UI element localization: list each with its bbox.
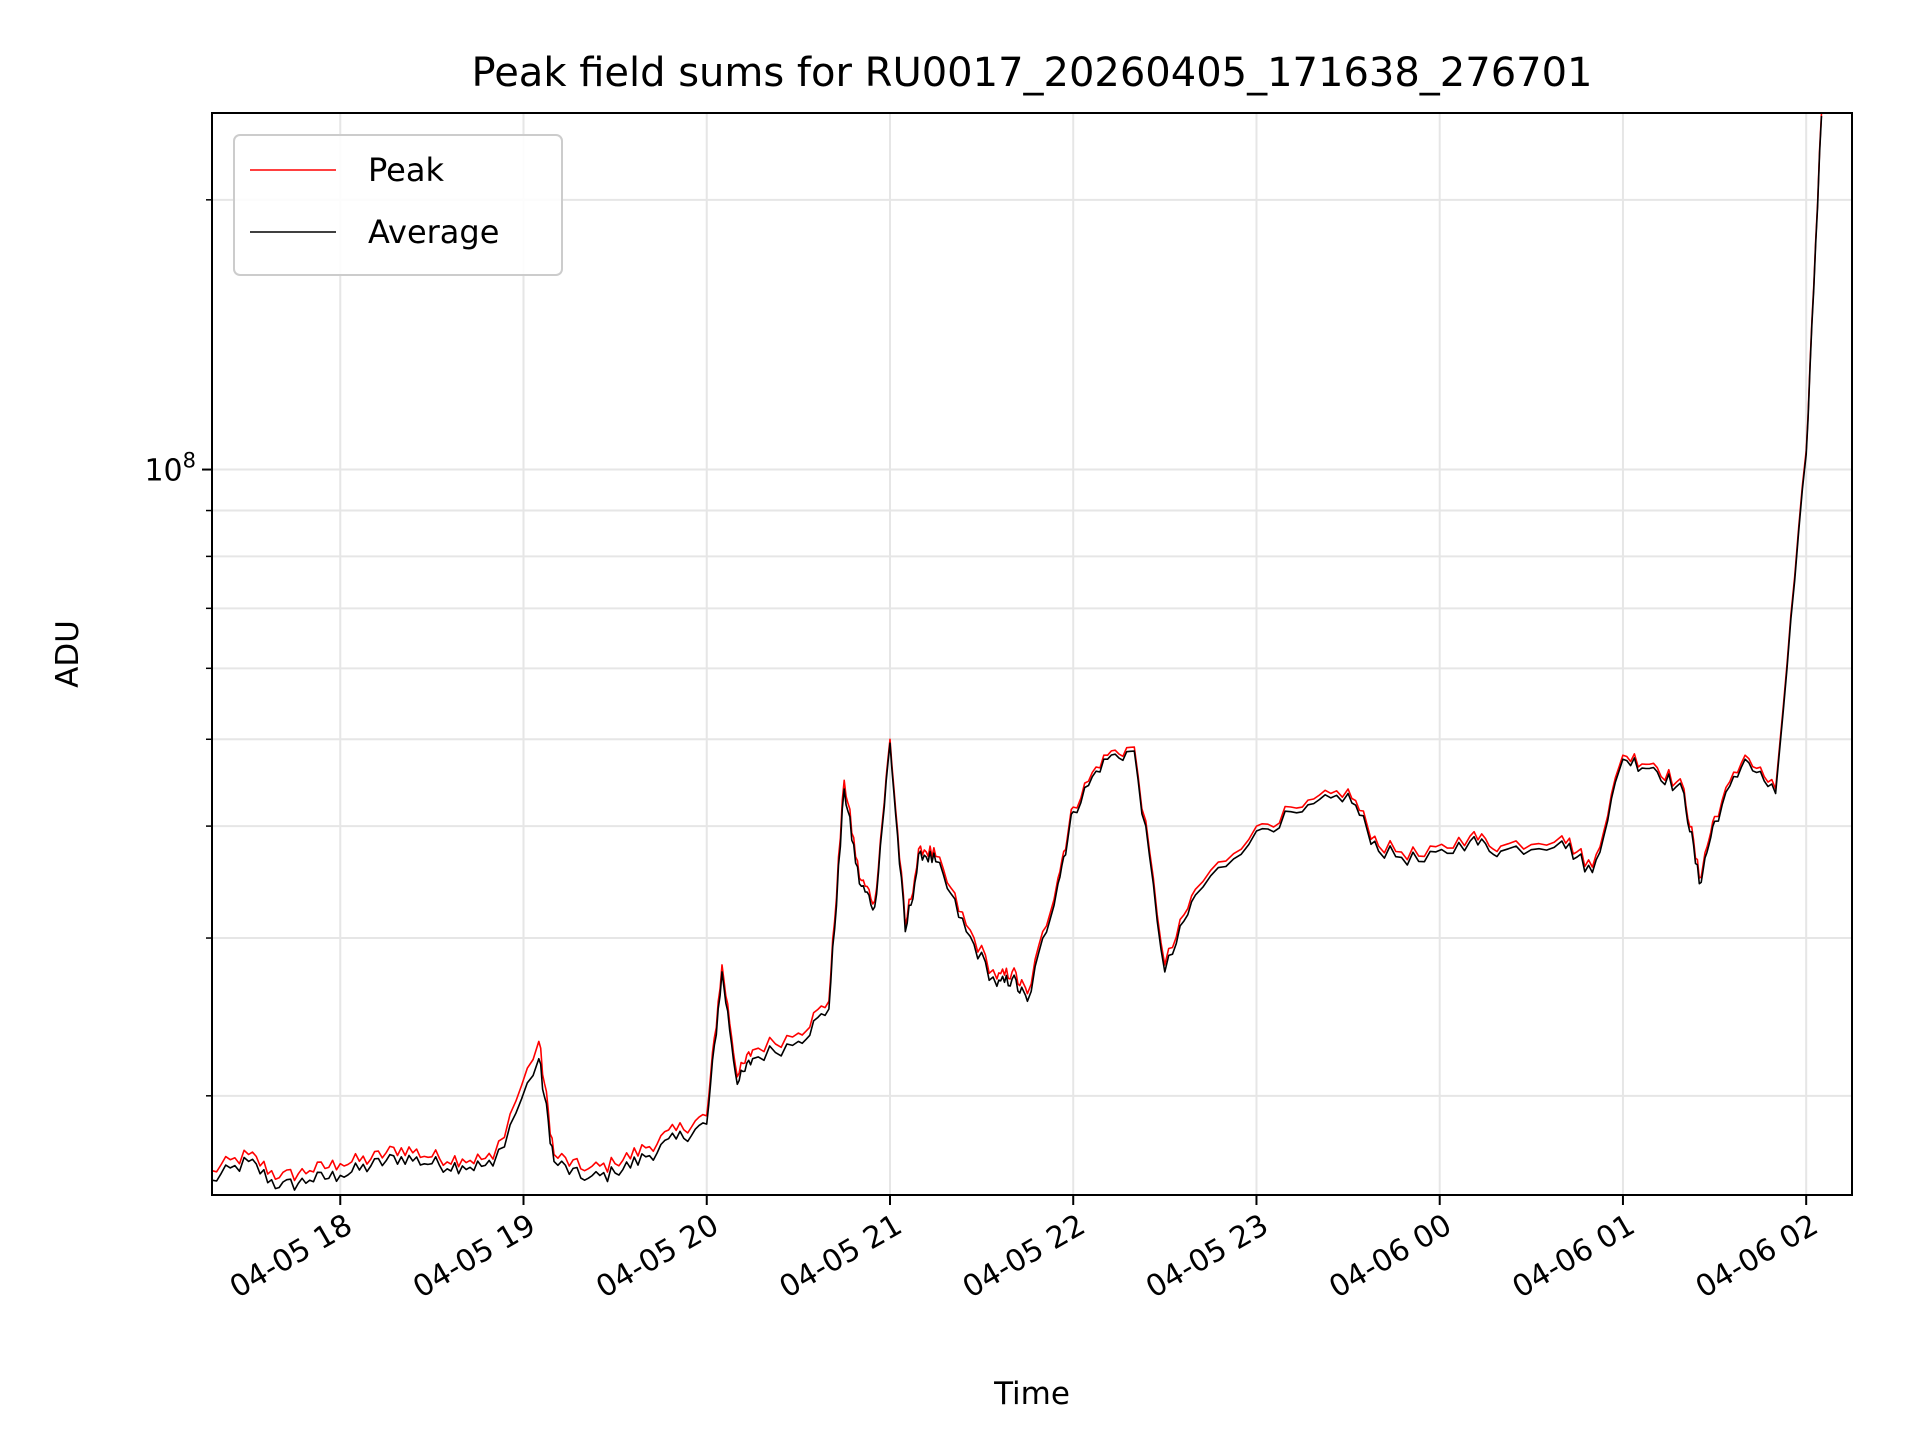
legend: Peak Average: [233, 134, 563, 276]
x-axis-label: Time: [993, 1376, 1070, 1412]
series-layer: [211, 112, 1823, 1191]
legend-label-peak: Peak: [368, 151, 444, 189]
y-axis-label: ADU: [50, 620, 86, 688]
series-line-average: [211, 116, 1823, 1191]
y-tick-label: 108: [144, 449, 196, 489]
chart-title: Peak field sums for RU0017_20260405_1716…: [472, 50, 1593, 96]
grid: [212, 113, 1852, 1195]
series-line-peak: [211, 112, 1823, 1182]
plot-frame: [211, 112, 1853, 1196]
legend-label-average: Average: [368, 213, 499, 251]
